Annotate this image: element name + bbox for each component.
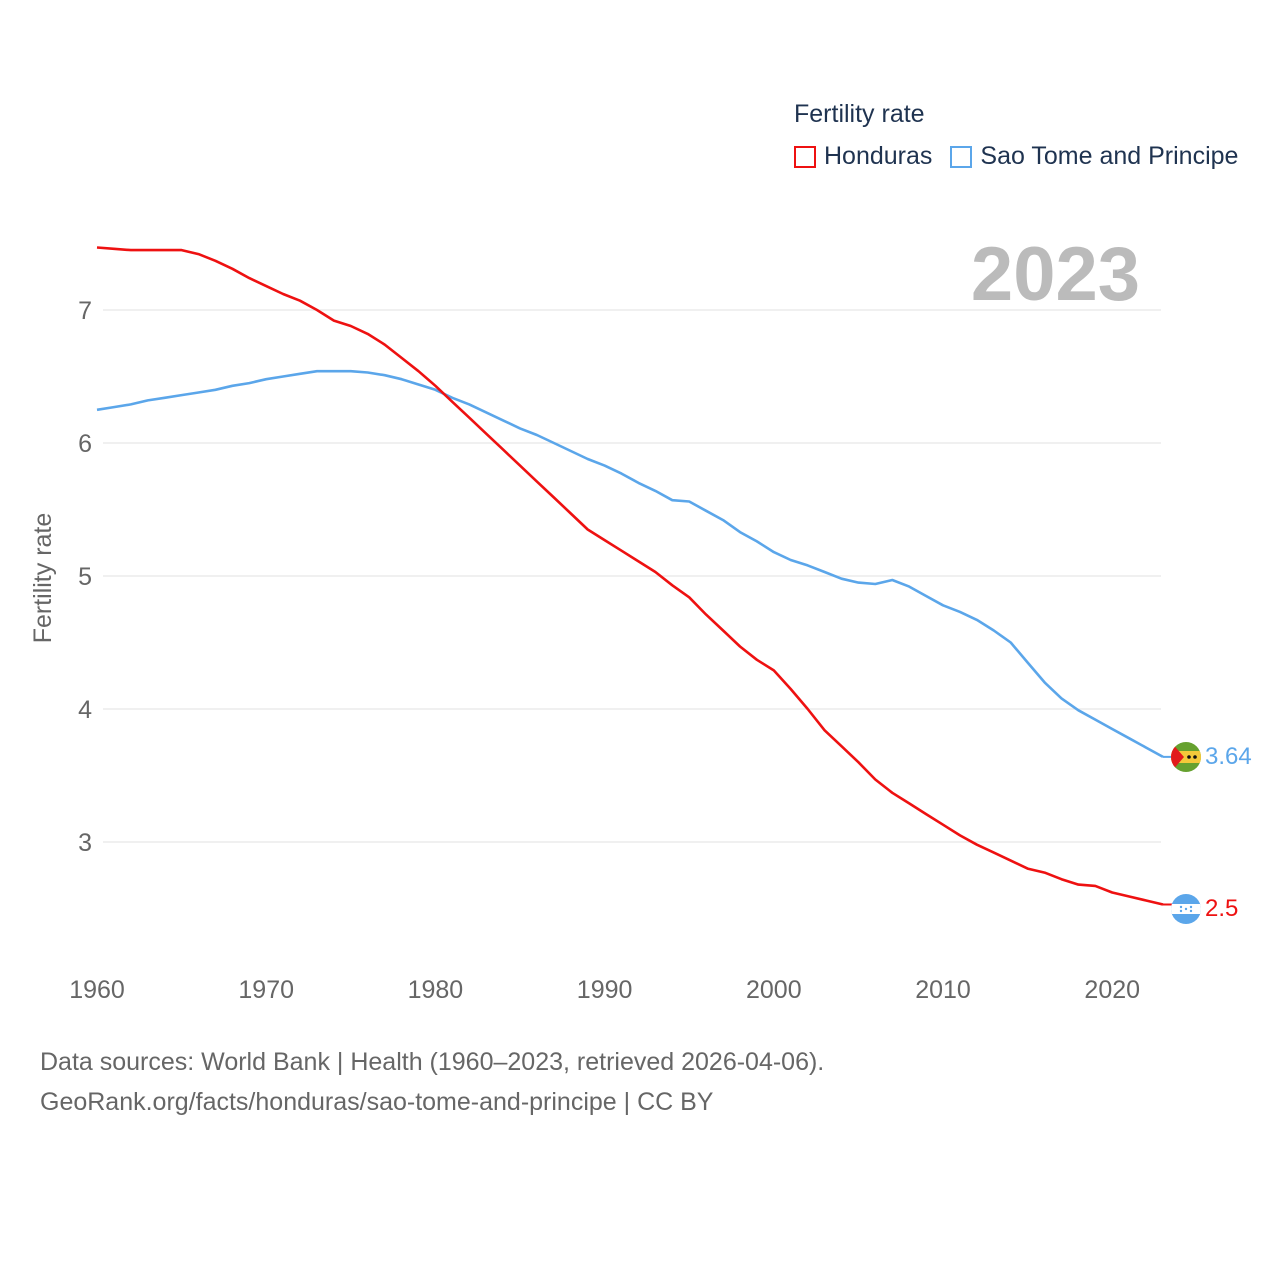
y-axis-ticks: 3 4 5 6 7 <box>78 297 92 857</box>
y-tick-label: 4 <box>78 696 92 724</box>
x-tick-label: 2020 <box>1084 976 1140 1004</box>
y-axis-label: Fertility rate <box>29 513 57 644</box>
y-tick-label: 6 <box>78 430 92 458</box>
end-value-label-honduras: 2.5 <box>1205 895 1238 922</box>
year-label: 2023 <box>971 232 1140 317</box>
x-tick-label: 2010 <box>915 976 971 1004</box>
y-tick-label: 3 <box>78 829 92 857</box>
gridlines <box>103 309 1161 843</box>
end-value-label-sao-tome: 3.64 <box>1205 743 1252 770</box>
honduras-flag-icon <box>1171 894 1201 924</box>
source-line-1: Data sources: World Bank | Health (1960–… <box>40 1048 825 1076</box>
y-tick-label: 7 <box>78 297 92 325</box>
source-line-2[interactable]: GeoRank.org/facts/honduras/sao-tome-and-… <box>40 1088 714 1116</box>
legend-label-sao-tome: Sao Tome and Principe <box>980 142 1239 170</box>
x-tick-label: 1990 <box>577 976 633 1004</box>
legend-label-honduras: Honduras <box>824 142 933 170</box>
legend-swatch-sao-tome <box>950 145 973 168</box>
x-tick-label: 2000 <box>746 976 802 1004</box>
data-source-note: Data sources: World Bank | Health (1960–… <box>40 1042 824 1122</box>
legend-swatch-honduras <box>794 145 816 168</box>
series-line-honduras[interactable] <box>96 246 1164 906</box>
legend-title: Fertility rate <box>794 100 925 128</box>
x-tick-label: 1970 <box>238 976 294 1004</box>
series-line-sao-tome-and-principe[interactable] <box>96 369 1164 759</box>
legend-item-sao-tome[interactable]: Sao Tome and Principe <box>950 142 1238 171</box>
y-tick-label: 5 <box>78 563 92 591</box>
legend-item-honduras[interactable]: Honduras <box>794 142 932 171</box>
legend: Honduras Sao Tome and Principe <box>794 142 1256 171</box>
x-tick-label: 1980 <box>408 976 464 1004</box>
series-lines <box>96 246 1172 906</box>
x-axis-ticks: 1960 1970 1980 1990 2000 2010 2020 <box>69 976 1140 1004</box>
sao-tome-flag-icon <box>1171 742 1201 772</box>
x-tick-label: 1960 <box>69 976 125 1004</box>
